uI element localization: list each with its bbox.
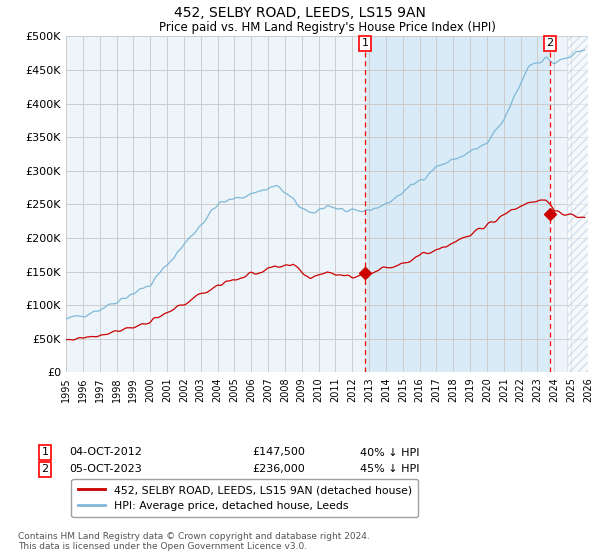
Text: 40% ↓ HPI: 40% ↓ HPI [360,447,419,458]
Text: 1: 1 [361,39,368,48]
Legend: 452, SELBY ROAD, LEEDS, LS15 9AN (detached house), HPI: Average price, detached : 452, SELBY ROAD, LEEDS, LS15 9AN (detach… [71,479,418,517]
Text: £147,500: £147,500 [252,447,305,458]
Text: 45% ↓ HPI: 45% ↓ HPI [360,464,419,474]
Text: Contains HM Land Registry data © Crown copyright and database right 2024.
This d: Contains HM Land Registry data © Crown c… [18,532,370,552]
Text: 2: 2 [547,39,554,48]
Text: 05-OCT-2023: 05-OCT-2023 [69,464,142,474]
Text: 452, SELBY ROAD, LEEDS, LS15 9AN: 452, SELBY ROAD, LEEDS, LS15 9AN [174,6,426,20]
Text: 04-OCT-2012: 04-OCT-2012 [69,447,142,458]
Text: 2: 2 [41,464,49,474]
Title: Price paid vs. HM Land Registry's House Price Index (HPI): Price paid vs. HM Land Registry's House … [158,21,496,34]
Text: £236,000: £236,000 [252,464,305,474]
Bar [365,36,550,372]
Text: 1: 1 [41,447,49,458]
